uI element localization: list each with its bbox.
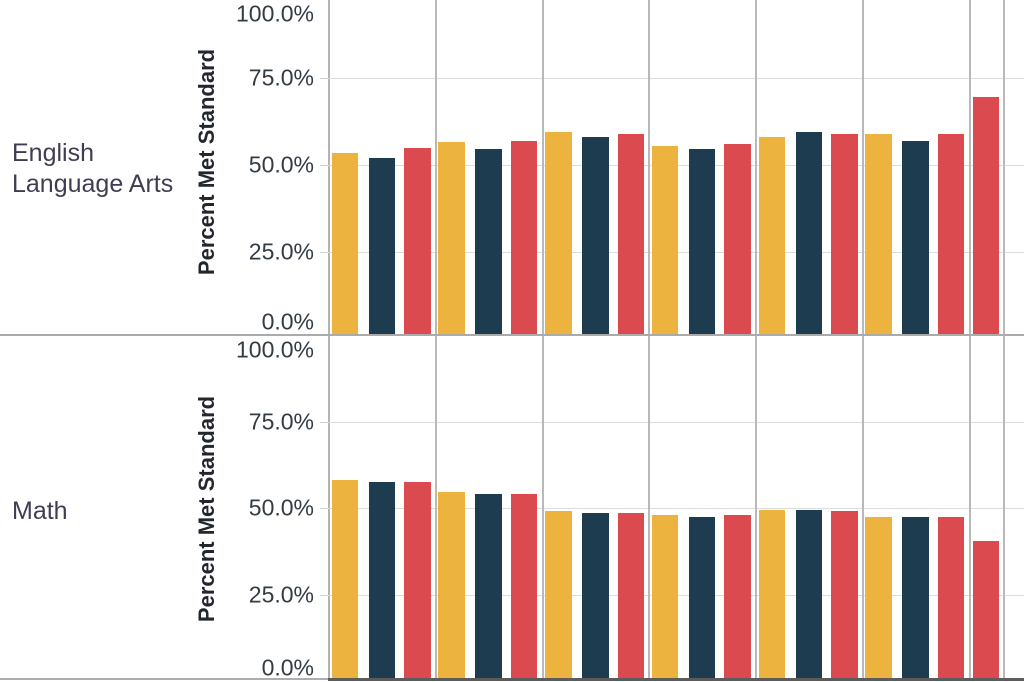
bar-navy[interactable] <box>795 509 822 681</box>
y-tick-mark <box>320 252 328 253</box>
pane-separator <box>434 336 437 681</box>
bar-red[interactable] <box>972 97 999 335</box>
bar-navy[interactable] <box>795 131 822 335</box>
bar-navy[interactable] <box>582 137 609 335</box>
bar-gold[interactable] <box>865 516 892 681</box>
bar-navy[interactable] <box>368 482 395 681</box>
bar-navy[interactable] <box>688 149 716 335</box>
bar-gold[interactable] <box>438 492 465 681</box>
bar-gold[interactable] <box>331 480 358 681</box>
bar-red[interactable] <box>937 516 965 681</box>
bar-gold[interactable] <box>758 509 785 681</box>
y-tick-label: 25.0% <box>248 238 314 265</box>
bar-gold[interactable] <box>865 133 892 335</box>
gridline-75 <box>328 78 1024 79</box>
bar-red[interactable] <box>404 147 431 335</box>
bar-navy[interactable] <box>475 149 502 335</box>
y-tick-mark <box>320 508 328 509</box>
bar-navy[interactable] <box>902 516 929 681</box>
y-axis-line <box>328 0 330 335</box>
bar-red[interactable] <box>831 511 858 681</box>
y-tick-label: 25.0% <box>248 581 314 607</box>
bar-gold[interactable] <box>758 137 785 335</box>
bar-red[interactable] <box>617 133 644 335</box>
x-axis-line-left <box>0 678 328 680</box>
bar-navy[interactable] <box>688 516 716 681</box>
bar-red[interactable] <box>510 494 538 681</box>
bar-gold[interactable] <box>651 145 679 335</box>
y-tick-label: 0.0% <box>261 654 314 681</box>
plot-area-english-language-arts <box>328 0 1024 335</box>
y-tick-mark <box>320 421 328 423</box>
y-tick-label: 100.0% <box>235 0 314 27</box>
y-tick-mark <box>320 78 328 79</box>
pane-separator <box>755 336 757 681</box>
bar-navy[interactable] <box>902 140 929 335</box>
bar-navy[interactable] <box>368 158 395 335</box>
y-tick-label: 0.0% <box>261 308 314 335</box>
pane-separator <box>1003 0 1005 335</box>
y-tick-label: 75.0% <box>248 408 314 434</box>
gridline-50 <box>328 508 1024 509</box>
bar-gold[interactable] <box>651 514 679 681</box>
pane-separator <box>648 0 651 335</box>
bar-red[interactable] <box>510 140 538 335</box>
bar-gold[interactable] <box>438 142 465 335</box>
pane-separator <box>541 336 544 681</box>
bar-navy[interactable] <box>582 513 609 681</box>
pane-separator <box>541 0 544 335</box>
x-axis-line <box>328 678 1024 681</box>
bar-red[interactable] <box>404 482 431 681</box>
y-tick-mark <box>320 165 328 166</box>
pane-separator <box>861 0 864 335</box>
pane-separator <box>755 0 757 335</box>
bar-red[interactable] <box>724 514 751 681</box>
bar-gold[interactable] <box>331 152 358 335</box>
bar-gold[interactable] <box>545 131 572 335</box>
y-tick-label: 50.0% <box>248 494 314 521</box>
y-tick-label: 50.0% <box>248 151 314 178</box>
bar-red[interactable] <box>724 144 751 335</box>
bar-red[interactable] <box>617 513 644 681</box>
pane-separator <box>968 0 971 335</box>
bar-red[interactable] <box>937 133 965 335</box>
plot-area-math <box>328 336 1024 681</box>
row-divider <box>0 334 1024 336</box>
bar-navy[interactable] <box>475 494 502 681</box>
y-tick-label: 100.0% <box>235 336 314 363</box>
pane-separator <box>648 336 651 681</box>
pane-separator <box>1003 336 1005 681</box>
row-label-english-language-arts: English Language Arts <box>12 139 174 198</box>
y-tick-label: 75.0% <box>248 64 314 91</box>
pane-separator <box>968 336 971 681</box>
y-tick-mark <box>320 594 328 596</box>
bar-red[interactable] <box>831 133 858 335</box>
gridline-75 <box>328 421 1024 423</box>
pane-separator <box>861 336 864 681</box>
bar-red[interactable] <box>972 540 999 681</box>
bar-gold[interactable] <box>545 511 572 681</box>
pane-separator <box>434 0 437 335</box>
row-label-math: Math <box>12 497 68 525</box>
